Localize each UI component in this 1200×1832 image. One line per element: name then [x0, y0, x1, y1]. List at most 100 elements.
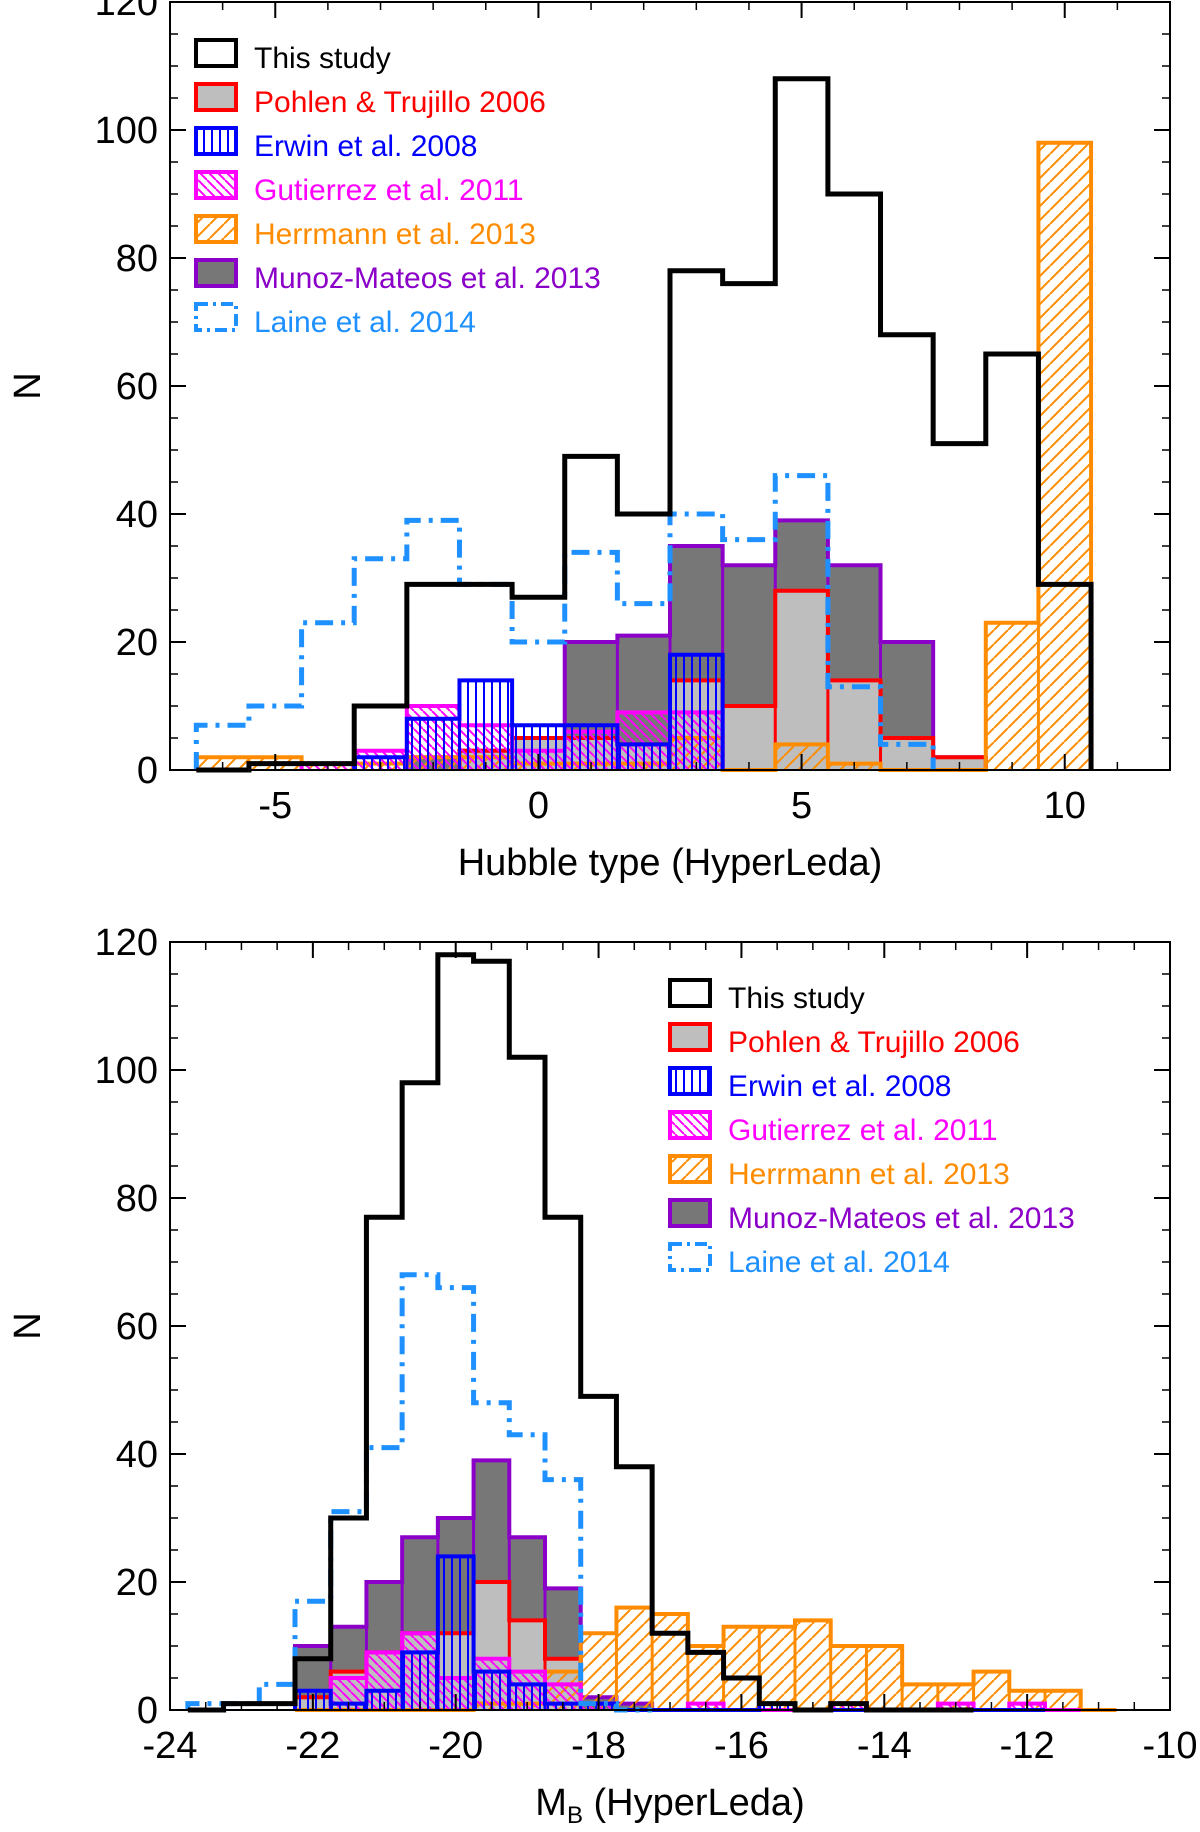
y-tick-label: 40: [116, 494, 158, 536]
legend-item-pohlen-trujillo-2006: Pohlen & Trujillo 2006: [194, 82, 546, 119]
legend-label: Laine et al. 2014: [254, 306, 476, 339]
legend-swatch: [668, 1242, 712, 1272]
bar-herrmann-et-al-2013: [687, 1646, 724, 1710]
bar-herrmann-et-al-2013: [830, 1646, 867, 1710]
legend-label: Erwin et al. 2008: [728, 1070, 951, 1103]
legend-item-laine-et-al-2014: Laine et al. 2014: [668, 1242, 950, 1279]
legend-item-gutierrez-et-al-2011: Gutierrez et al. 2011: [194, 170, 524, 207]
x-tick-label: 0: [528, 785, 549, 827]
legend-item-gutierrez-et-al-2011: Gutierrez et al. 2011: [668, 1110, 998, 1147]
series-this-study: [196, 76, 1094, 773]
series-erwin-et-al-2008: [352, 652, 725, 770]
legend-label: Gutierrez et al. 2011: [728, 1114, 998, 1147]
bar-erwin-et-al-2008: [459, 680, 513, 770]
legend-swatch: [668, 1022, 712, 1052]
legend-label: Laine et al. 2014: [728, 1246, 950, 1279]
legend-item-pohlen-trujillo-2006: Pohlen & Trujillo 2006: [668, 1022, 1020, 1059]
legend-item-munoz-mateos-et-al-2013: Munoz-Mateos et al. 2013: [194, 258, 601, 295]
y-tick-label: 20: [116, 1562, 158, 1604]
series-laine-et-al-2014: [185, 1272, 653, 1713]
y-tick-label: 100: [95, 110, 158, 152]
bar-herrmann-et-al-2013: [985, 622, 1039, 770]
top-y-axis-label: N: [7, 372, 49, 399]
bar-herrmann-et-al-2013: [759, 1626, 795, 1710]
legend-swatch: [194, 126, 238, 156]
legend-item-erwin-et-al-2008: Erwin et al. 2008: [668, 1066, 951, 1103]
bar-this-study: [933, 444, 986, 770]
legend-label: This study: [254, 42, 391, 75]
x-tick-label: -5: [258, 785, 292, 827]
y-tick-label: 0: [137, 750, 158, 792]
legend-item-herrmann-et-al-2013: Herrmann et al. 2013: [194, 214, 536, 251]
x-tick-label: 10: [1044, 785, 1086, 827]
series-laine-et-al-2014: [193, 473, 936, 770]
y-tick-label: 120: [95, 0, 158, 24]
bottom-x-axis-label: MB (HyperLeda): [535, 1782, 804, 1829]
bar-herrmann-et-al-2013: [795, 1620, 831, 1710]
legend-label: This study: [728, 982, 865, 1015]
legend-label: Herrmann et al. 2013: [254, 218, 536, 251]
bottom-y-axis-label: N: [7, 1312, 49, 1339]
legend-item-erwin-et-al-2008: Erwin et al. 2008: [194, 126, 477, 163]
x-tick-label: -12: [1000, 1725, 1055, 1767]
y-tick-label: 120: [95, 922, 158, 964]
y-tick-label: 40: [116, 1434, 158, 1476]
y-tick-label: 80: [116, 238, 158, 280]
legend-swatch: [668, 1154, 712, 1184]
legend-swatch: [668, 978, 712, 1008]
x-tick-label: -18: [571, 1725, 626, 1767]
bar-pohlen-trujillo-2006: [775, 590, 828, 770]
top-legend: This study Pohlen & Trujillo 2006 Erwin et…: [194, 38, 601, 339]
bar-pohlen-trujillo-2006: [827, 680, 881, 770]
y-tick-label: 20: [116, 622, 158, 664]
legend-swatch: [194, 214, 238, 244]
y-tick-label: 60: [116, 366, 158, 408]
bar-erwin-et-al-2008: [402, 1652, 438, 1710]
x-tick-label: -20: [428, 1725, 483, 1767]
legend-label: Erwin et al. 2008: [254, 130, 477, 163]
outline-this-study: [196, 76, 1094, 773]
bar-herrmann-et-al-2013: [652, 1614, 688, 1710]
x-tick-label: -14: [857, 1725, 912, 1767]
legend-item-herrmann-et-al-2013: Herrmann et al. 2013: [668, 1154, 1010, 1191]
y-tick-label: 100: [95, 1050, 158, 1092]
legend-item-this-study: This study: [668, 978, 865, 1015]
legend-item-laine-et-al-2014: Laine et al. 2014: [194, 302, 476, 339]
bar-laine-et-al-2014: [354, 559, 407, 770]
legend-item-this-study: This study: [194, 38, 391, 75]
x-tick-label: -16: [714, 1725, 769, 1767]
y-tick-label: 0: [137, 1690, 158, 1732]
legend-label: Pohlen & Trujillo 2006: [728, 1026, 1020, 1059]
bar-laine-et-al-2014: [302, 623, 355, 770]
bar-erwin-et-al-2008: [670, 654, 723, 770]
legend-label: Munoz-Mateos et al. 2013: [728, 1202, 1075, 1235]
legend-label: Munoz-Mateos et al. 2013: [254, 262, 601, 295]
legend-swatch: [194, 302, 238, 332]
x-tick-label: -10: [1143, 1725, 1198, 1767]
legend-swatch: [194, 82, 238, 112]
bar-herrmann-et-al-2013: [616, 1607, 653, 1710]
bar-pohlen-trujillo-2006: [722, 706, 776, 770]
x-tick-label: -22: [285, 1725, 340, 1767]
bottom-legend: This study Pohlen & Trujillo 2006 Erwin et…: [668, 978, 1075, 1279]
bar-erwin-et-al-2008: [437, 1556, 474, 1710]
legend-swatch: [668, 1198, 712, 1228]
bar-erwin-et-al-2008: [366, 1690, 403, 1710]
legend-swatch: [668, 1066, 712, 1096]
y-tick-label: 80: [116, 1178, 158, 1220]
bottom-axis-ticks: -24 -22 -20 -18 -16 -14 -12 -10 0 20 40 60 80 100 120: [95, 922, 1198, 1767]
legend-label: Gutierrez et al. 2011: [254, 174, 524, 207]
legend-swatch: [194, 38, 238, 68]
bar-herrmann-et-al-2013: [1038, 142, 1092, 771]
bottom-histograms: [185, 952, 1117, 1713]
legend-label: Herrmann et al. 2013: [728, 1158, 1010, 1191]
legend-swatch: [194, 258, 238, 288]
x-tick-label: -24: [143, 1725, 198, 1767]
bar-herrmann-et-al-2013: [1045, 1690, 1081, 1710]
x-tick-label: 5: [791, 785, 812, 827]
bar-erwin-et-al-2008: [406, 718, 460, 770]
bottom-plot-frame: [169, 941, 1171, 1711]
top-histograms: [193, 76, 1094, 773]
